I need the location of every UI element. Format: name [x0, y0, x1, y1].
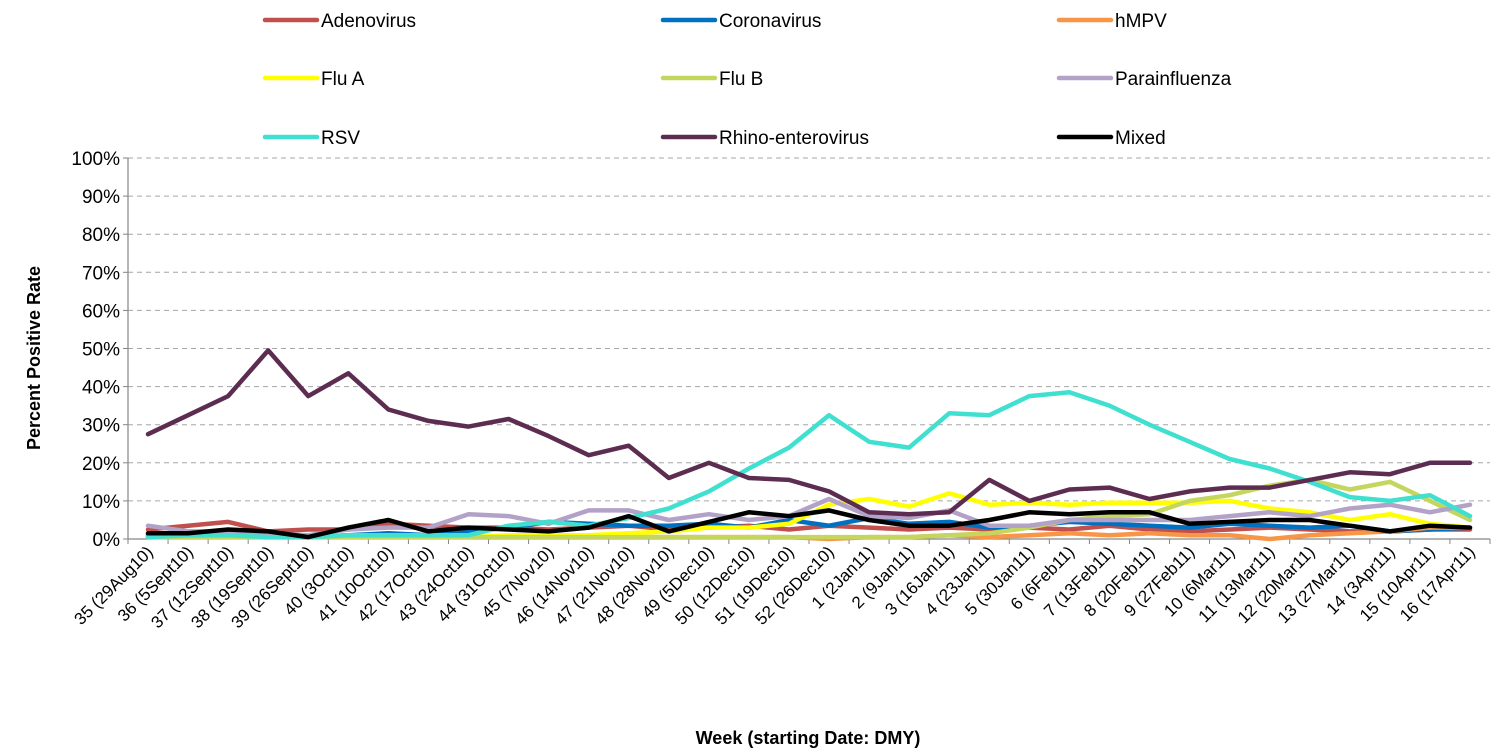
y-tick-label: 100% — [71, 149, 120, 170]
legend-item-flu-b: Flu B — [660, 69, 763, 90]
legend-item-adenovirus: Adenovirus — [262, 11, 416, 32]
y-tick-label: 50% — [82, 340, 120, 361]
y-tick-label: 20% — [82, 454, 120, 475]
legend-label: RSV — [321, 128, 360, 149]
y-tick-label: 30% — [82, 416, 120, 437]
legend-item-mixed: Mixed — [1056, 128, 1166, 149]
legend-item-flu-a: Flu A — [262, 69, 365, 90]
legend-label: Flu B — [719, 69, 763, 90]
chart-legend: Adenovirus Coronavirus hMPV Flu A Flu B Parai… — [262, 11, 1232, 149]
y-tick-label: 0% — [93, 530, 121, 551]
series-line-parainfluenza — [145, 496, 1473, 538]
series-line-rhino-enterovirus — [145, 348, 1473, 517]
legend-item-rsv: RSV — [262, 128, 360, 149]
y-tick-label: 60% — [82, 301, 120, 322]
legend-label: Rhino-enterovirus — [719, 128, 869, 149]
y-tick-label: 40% — [82, 378, 120, 399]
series-line-mixed — [145, 508, 1473, 540]
legend-label: Flu A — [321, 69, 365, 90]
legend-item-parainfluenza: Parainfluenza — [1056, 69, 1232, 90]
y-tick-label: 10% — [82, 492, 120, 513]
series-line-rsv — [145, 390, 1473, 540]
legend-label: Mixed — [1115, 128, 1166, 149]
legend-label: Adenovirus — [321, 11, 416, 32]
legend-item-coronavirus: Coronavirus — [660, 11, 821, 32]
y-tick-label: 90% — [82, 187, 120, 208]
legend-label: Parainfluenza — [1115, 69, 1232, 90]
chart-series — [145, 348, 1473, 542]
legend-label: hMPV — [1115, 11, 1167, 32]
x-axis-title: Week (starting Date: DMY) — [696, 728, 921, 748]
chart-gridlines — [128, 157, 1490, 502]
y-axis-title: Percent Positive Rate — [24, 266, 44, 450]
legend-item-hmpv: hMPV — [1056, 11, 1167, 32]
legend-item-rhino-enterovirus: Rhino-enterovirus — [660, 128, 869, 149]
y-tick-label: 70% — [82, 263, 120, 284]
y-axis-ticks: 0% 10% 20% 30% 40% 50% 60% 70% 80% 90% 100% — [71, 149, 120, 551]
x-axis-ticks: 35 (29Aug10)36 (5Sept10)37 (12Sept10)38 … — [71, 542, 1479, 632]
y-tick-label: 80% — [82, 225, 120, 246]
legend-label: Coronavirus — [719, 11, 821, 32]
